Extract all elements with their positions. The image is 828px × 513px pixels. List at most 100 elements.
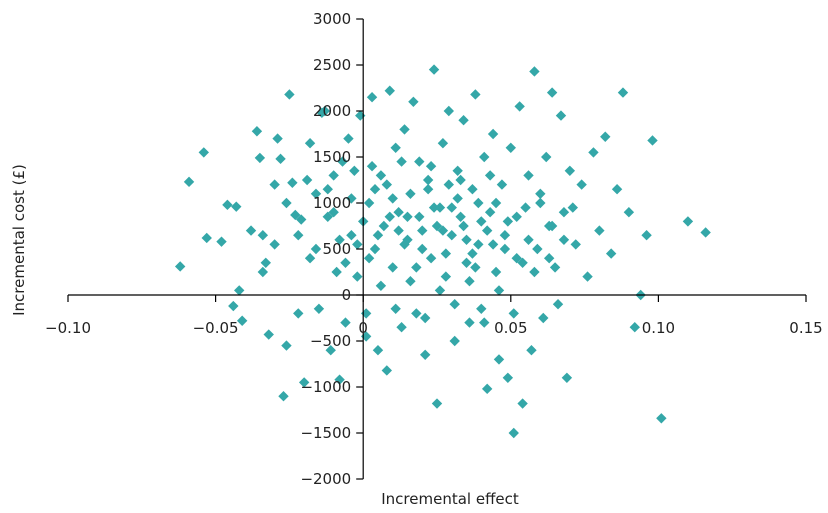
scatter-point [408, 96, 419, 107]
scatter-point [452, 165, 463, 176]
scatter-point [443, 179, 455, 190]
scatter-point [340, 317, 351, 328]
x-tick-label: 0.05 [494, 319, 527, 337]
scatter-point [479, 317, 490, 328]
scatter-point [511, 211, 522, 222]
scatter-point [558, 234, 570, 245]
scatter-point [417, 225, 428, 236]
scatter-point [352, 271, 363, 282]
scatter-point [549, 262, 561, 273]
scatter-point [396, 322, 407, 333]
scatter-point [428, 64, 440, 75]
y-tick-label: −500 [310, 332, 351, 350]
scatter-point [437, 138, 449, 149]
scatter-point [257, 266, 269, 278]
scatter-point [499, 230, 511, 241]
scatter-point [511, 253, 522, 264]
scatter-point [360, 308, 372, 319]
scatter-point [656, 413, 667, 424]
scatter-point [363, 197, 375, 209]
scatter-point [290, 209, 301, 221]
scatter-point [366, 92, 378, 103]
scatter-point [493, 285, 505, 296]
scatter-point [334, 374, 345, 385]
scatter-point [517, 257, 528, 268]
scatter-point [304, 253, 316, 264]
scatter-point [490, 266, 502, 278]
scatter-point [245, 225, 257, 236]
scatter-point [484, 207, 496, 218]
scatter-point [390, 142, 401, 153]
scatter-point [236, 315, 248, 326]
scatter-point [414, 211, 425, 222]
scatter-point [284, 89, 295, 100]
scatter-point [588, 147, 599, 158]
scatter-point [281, 197, 292, 209]
scatter-point [390, 303, 401, 314]
scatter-point [490, 197, 502, 209]
scatter-point [269, 239, 280, 250]
scatter-point [514, 101, 525, 112]
scatter-point [576, 179, 587, 190]
scatter-point [346, 230, 357, 241]
scatter-point [372, 230, 384, 241]
scatter-point [641, 230, 652, 241]
scatter-point [425, 253, 437, 264]
axes [68, 19, 806, 479]
scatter-point [517, 398, 528, 409]
scatter-point [647, 135, 658, 146]
scatter-point [278, 391, 289, 402]
scatter-point [443, 105, 455, 117]
y-tick-label: 2500 [313, 56, 351, 74]
scatter-point [508, 308, 519, 319]
scatter-point [487, 239, 499, 250]
scatter-point [437, 225, 449, 236]
y-tick-label: 1500 [313, 148, 351, 166]
scatter-point [682, 216, 694, 227]
scatter-point [322, 184, 333, 195]
scatter-point [567, 202, 578, 213]
scatter-point [529, 66, 540, 77]
scatter-point [496, 179, 508, 190]
scatter-point [419, 312, 431, 324]
scatter-point [481, 225, 493, 236]
scatter-point [231, 201, 242, 212]
x-tick-label: 0.15 [789, 319, 822, 337]
x-axis-ticks: −0.10 −0.05 0 0.05 0.10 0.15 [45, 295, 823, 337]
scatter-point [411, 262, 422, 273]
scatter-point [296, 214, 307, 225]
scatter-point [393, 225, 404, 236]
scatter-point [484, 170, 496, 181]
points-layer [174, 64, 711, 439]
scatter-point [434, 202, 446, 213]
scatter-point [425, 161, 437, 172]
scatter-point [298, 377, 310, 388]
scatter-point [228, 300, 239, 312]
scatter-point [310, 243, 322, 255]
scatter-point [325, 345, 336, 356]
scatter-point [434, 285, 446, 296]
scatter-point [304, 138, 316, 149]
scatter-point [461, 234, 472, 245]
scatter-point [263, 329, 274, 340]
scatter-point [222, 199, 233, 211]
scatter-point [700, 227, 711, 238]
scatter-point [546, 87, 558, 98]
scatter-point [396, 156, 407, 167]
scatter-point [174, 261, 186, 272]
scatter-point [446, 230, 457, 241]
scatter-point [375, 280, 387, 291]
scatter-point [272, 133, 283, 144]
scatter-point [529, 266, 540, 278]
scatter-point [387, 193, 398, 204]
x-axis-title: Incremental effect [381, 490, 519, 508]
scatter-point [387, 262, 398, 273]
scatter-point [473, 239, 484, 250]
scatter-point [440, 248, 452, 259]
y-tick-label: 2000 [313, 102, 351, 120]
scatter-point [419, 349, 431, 360]
scatter-point [594, 225, 605, 236]
scatter-point [275, 153, 286, 165]
y-axis-title: Incremental cost (£) [10, 164, 28, 316]
